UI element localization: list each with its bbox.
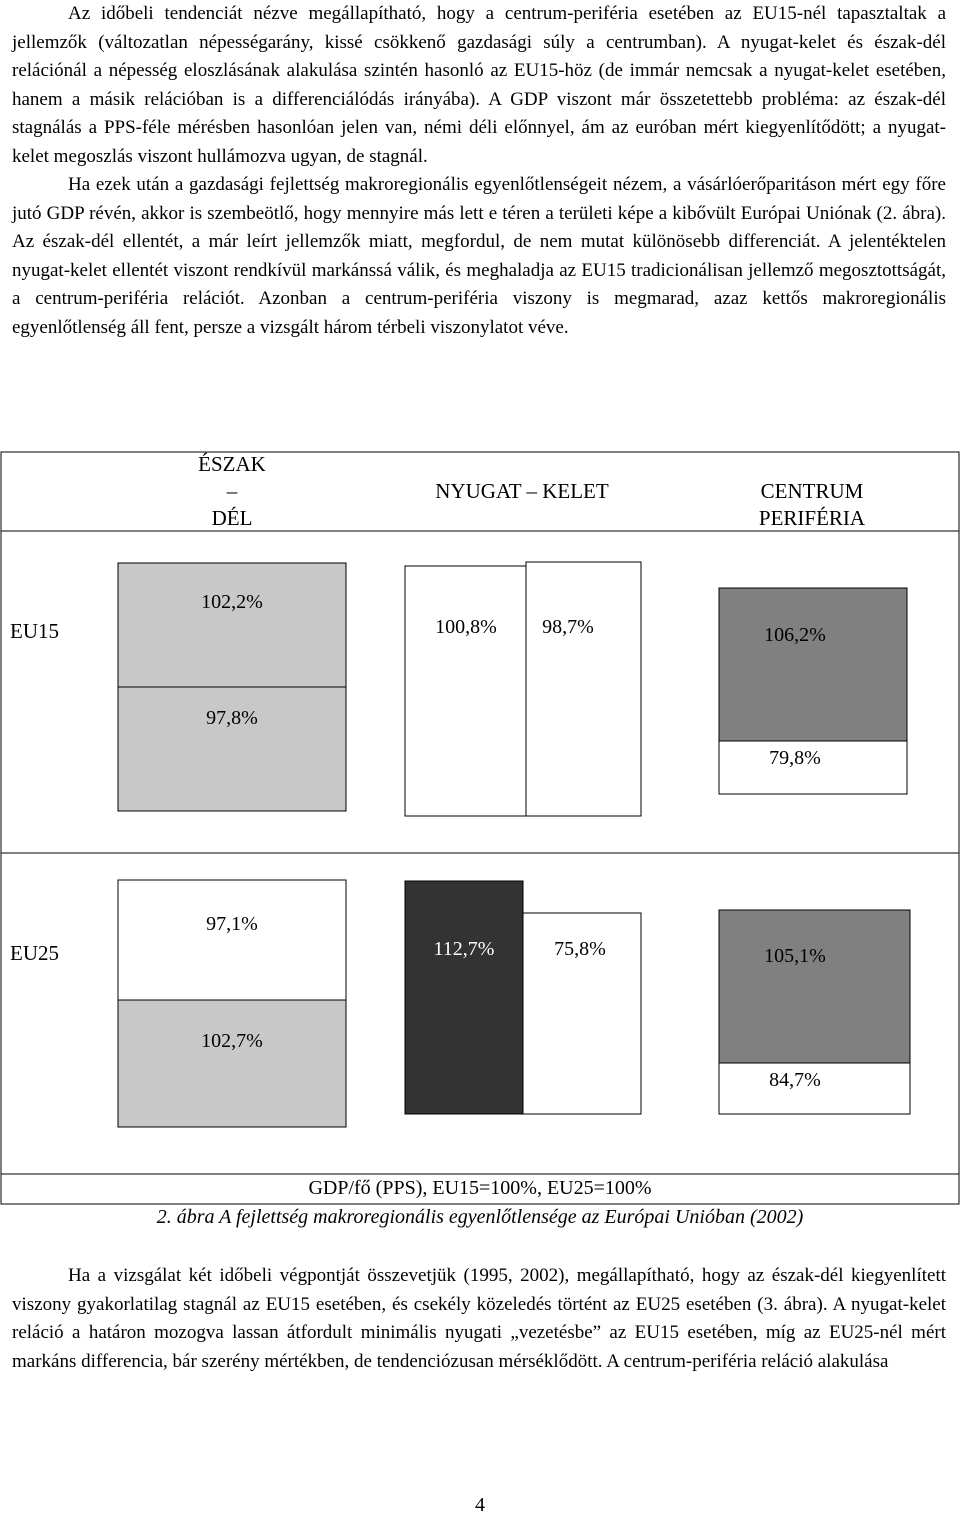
eu15-east-value: 98,7%	[542, 616, 594, 638]
eu25-center-value: 105,1%	[764, 945, 826, 967]
eu25-periphery-value: 84,7%	[769, 1069, 821, 1091]
eu15-east-box	[525, 561, 642, 817]
figure-caption: 2. ábra A fejlettség makroregionális egy…	[156, 1206, 804, 1228]
eu25-center-box	[718, 909, 911, 1064]
eu25-periphery-box	[718, 1062, 911, 1115]
row-label-eu25: EU25	[10, 941, 59, 965]
eu25-south-value: 102,7%	[201, 1030, 263, 1052]
col-header-north: ÉSZAK	[198, 452, 266, 476]
col-header-dash: –	[226, 479, 238, 503]
eu15-center-box	[718, 587, 908, 742]
eu15-north-box	[117, 562, 347, 688]
eu25-south-box	[117, 999, 347, 1128]
paragraph-1a: Az időbeli tendenciát nézve megállapítha…	[12, 3, 946, 167]
figure-source-note: GDP/fő (PPS), EU15=100%, EU25=100%	[308, 1177, 652, 1199]
eu25-west-value: 112,7%	[434, 938, 495, 960]
col-header-west-east: NYUGAT – KELET	[435, 479, 609, 503]
eu15-south-box	[117, 686, 347, 812]
eu25-east-box	[522, 912, 642, 1115]
page-number: 4	[475, 1494, 485, 1516]
eu15-west-box	[404, 565, 527, 817]
eu15-periphery-box	[718, 740, 908, 795]
paragraph-1: Az időbeli tendenciát nézve megállapítha…	[12, 0, 946, 342]
eu25-north-value: 97,1%	[206, 913, 258, 935]
eu25-north-box	[117, 879, 347, 1001]
paragraph-1b: Ha ezek után a gazdasági fejlettség makr…	[12, 174, 946, 338]
eu15-south-value: 97,8%	[206, 707, 258, 729]
figure-frame	[0, 451, 960, 1205]
col-header-periphery: PERIFÉRIA	[759, 506, 866, 530]
paragraph-2: Ha a vizsgálat két időbeli végpontját ös…	[12, 1265, 946, 1372]
eu25-east-value: 75,8%	[554, 938, 606, 960]
row-label-eu15: EU15	[10, 619, 59, 643]
col-header-south: DÉL	[212, 506, 253, 530]
col-header-center: CENTRUM	[761, 479, 864, 503]
eu15-west-value: 100,8%	[435, 616, 497, 638]
eu25-west-box	[404, 880, 524, 1115]
eu15-center-value: 106,2%	[764, 624, 826, 646]
eu15-north-value: 102,2%	[201, 591, 263, 613]
eu15-periphery-value: 79,8%	[769, 747, 821, 769]
